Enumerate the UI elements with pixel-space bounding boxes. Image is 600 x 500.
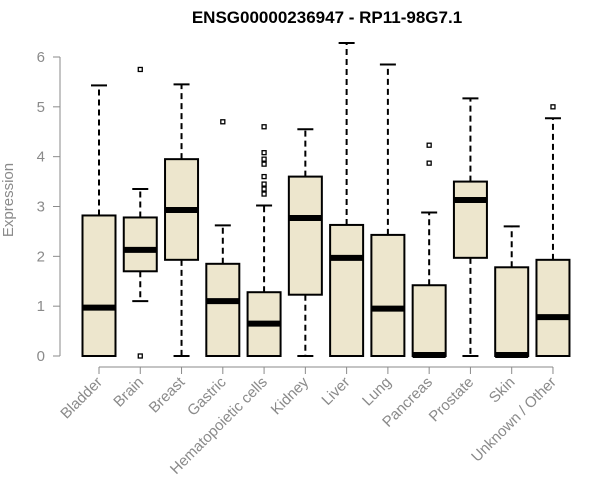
box-iqr (452, 180, 488, 259)
outlier-point (261, 173, 267, 180)
box-group (205, 119, 241, 357)
box-group (370, 63, 406, 357)
box-iqr (411, 284, 447, 357)
y-tick-label: 4 (37, 149, 45, 166)
outlier-point (137, 66, 143, 73)
box-group (287, 128, 323, 357)
outlier-point (261, 181, 267, 187)
box-group (411, 142, 447, 359)
y-axis: 0 1 2 3 4 5 6 (37, 49, 61, 365)
box-iqr (205, 262, 241, 357)
box-series (81, 42, 571, 359)
outlier-point (426, 160, 432, 166)
y-tick-label: 5 (37, 99, 45, 116)
y-axis-label: Expression (0, 163, 17, 237)
box-iqr (370, 233, 406, 357)
outlier-point (261, 186, 267, 192)
outlier-point (550, 104, 556, 110)
box-group (122, 66, 158, 359)
category-label: Bladder (57, 374, 106, 423)
y-tick-label: 6 (37, 49, 45, 66)
category-label: Prostate (426, 374, 478, 426)
box-iqr (287, 175, 323, 296)
box-group (246, 124, 282, 358)
y-tick-label: 3 (37, 199, 45, 216)
y-tick-label: 1 (37, 298, 45, 315)
y-tick-label: 2 (37, 248, 45, 265)
box-group (81, 84, 117, 357)
box-group (494, 225, 530, 359)
category-label: Kidney (268, 373, 313, 418)
box-group (164, 83, 200, 357)
box-iqr (122, 216, 158, 273)
box-iqr (81, 214, 117, 357)
y-tick-label: 0 (37, 348, 45, 365)
box-iqr (329, 223, 365, 357)
outlier-point (261, 191, 267, 197)
outlier-point (261, 156, 267, 162)
category-label: Skin (486, 374, 519, 407)
box-group (452, 97, 488, 357)
category-label: Breast (146, 373, 189, 416)
outlier-point (220, 119, 226, 125)
outlier-point (137, 353, 143, 359)
category-label: Brain (110, 374, 147, 411)
outlier-point (261, 161, 267, 167)
box-iqr (494, 266, 530, 357)
outlier-point (426, 142, 432, 148)
box-iqr (535, 258, 571, 357)
box-group (329, 42, 365, 357)
outlier-point (261, 124, 267, 130)
category-label: Lung (359, 374, 395, 410)
category-label: Liver (318, 374, 353, 409)
outlier-point (261, 150, 267, 156)
chart-title: ENSG00000236947 - RP11-98G7.1 (192, 8, 462, 27)
box-group (535, 104, 571, 357)
